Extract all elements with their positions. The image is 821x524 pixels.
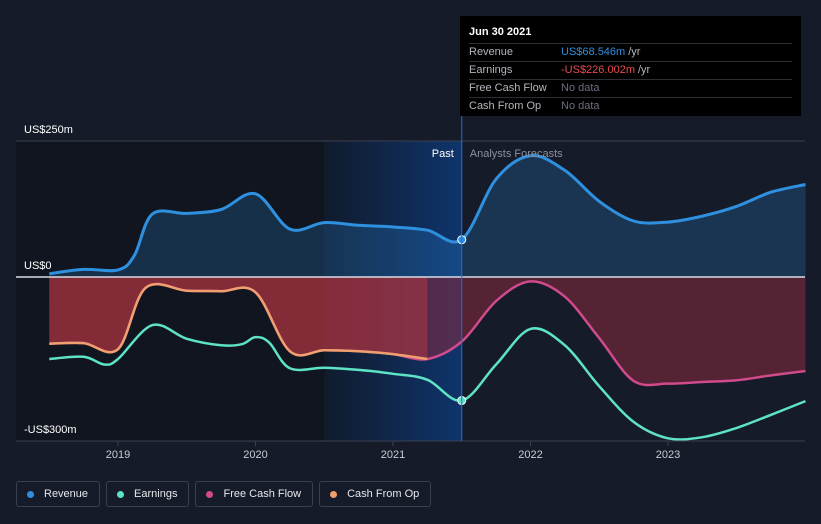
legend-cash-from-op-button[interactable]: Cash From Op (319, 481, 432, 507)
tooltip-row-cash-from-op: Cash From Op No data (469, 97, 792, 115)
tooltip: Jun 30 2021 Revenue US$68.546m /yr Earni… (460, 16, 801, 116)
free-cash-flow-area (49, 277, 806, 386)
tooltip-label: Free Cash Flow (469, 82, 547, 94)
x-tick-label: 2022 (518, 449, 542, 461)
x-tick-label: 2021 (381, 449, 405, 461)
cash-from-op-area (49, 277, 428, 359)
tooltip-value: No data (561, 82, 600, 94)
legend-revenue-button[interactable]: Revenue (16, 481, 101, 507)
legend-dot-icon (117, 490, 125, 498)
tooltip-value: -US$226.002m (561, 64, 635, 76)
earnings-line (49, 323, 806, 441)
tooltip-value: No data (561, 100, 600, 112)
tooltip-unit: /yr (628, 46, 641, 58)
legend-label: Cash From Op (347, 488, 420, 500)
legend-earnings-button[interactable]: Earnings (106, 481, 190, 507)
legend-label: Earnings (134, 488, 178, 500)
tooltip-row-earnings: Earnings -US$226.002m /yr (469, 61, 792, 79)
tooltip-label: Cash From Op (469, 100, 542, 112)
revenue-area (49, 155, 806, 277)
y-axis-top-label: US$250m (24, 124, 73, 136)
legend-free-cash-flow-button[interactable]: Free Cash Flow (195, 481, 314, 507)
cash-from-op-line (49, 282, 428, 361)
revenue-line (49, 154, 806, 276)
x-tick-label: 2019 (106, 449, 130, 461)
y-axis-zero-label: US$0 (24, 260, 52, 272)
x-tick-label: 2020 (243, 449, 267, 461)
y-axis-bottom-label: -US$300m (24, 424, 77, 436)
tooltip-row-revenue: Revenue US$68.546m /yr (469, 43, 792, 61)
legend-label: Free Cash Flow (223, 488, 302, 500)
legend-dot-icon (27, 490, 34, 498)
legend-label: Revenue (44, 488, 89, 500)
x-tick-label: 2023 (656, 449, 680, 461)
tooltip-label: Earnings (469, 64, 513, 76)
tooltip-value: US$68.546m (561, 46, 626, 58)
tooltip-label: Revenue (469, 46, 514, 58)
forecast-label: Analysts Forecasts (470, 148, 563, 160)
legend-dot-icon (206, 490, 214, 498)
past-label: Past (432, 148, 454, 160)
tooltip-unit: /yr (638, 64, 651, 76)
tooltip-row-free-cash-flow: Free Cash Flow No data (469, 79, 792, 97)
legend-dot-icon (330, 490, 338, 498)
tooltip-date: Jun 30 2021 (469, 26, 532, 38)
legend: Revenue Earnings Free Cash Flow Cash Fro… (16, 481, 432, 507)
